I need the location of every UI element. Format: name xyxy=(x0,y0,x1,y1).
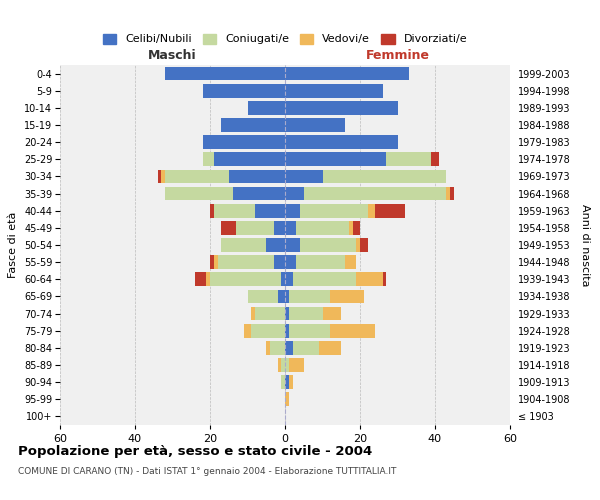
Bar xyxy=(236,221,274,234)
Bar xyxy=(345,256,356,269)
Bar xyxy=(281,272,285,286)
Bar xyxy=(214,152,285,166)
Bar xyxy=(285,204,300,218)
Bar xyxy=(289,324,330,338)
Bar xyxy=(233,186,285,200)
Bar xyxy=(244,324,251,338)
Bar xyxy=(285,152,386,166)
Bar xyxy=(221,118,285,132)
Bar xyxy=(289,290,330,304)
Bar xyxy=(285,118,345,132)
Bar xyxy=(293,272,356,286)
Bar xyxy=(221,238,266,252)
Bar xyxy=(266,238,285,252)
Bar xyxy=(285,238,300,252)
Bar xyxy=(300,238,356,252)
Bar xyxy=(251,324,285,338)
Bar xyxy=(285,324,289,338)
Bar xyxy=(203,136,285,149)
Bar xyxy=(203,152,214,166)
Bar xyxy=(285,376,289,389)
Bar xyxy=(353,221,360,234)
Bar xyxy=(266,341,270,354)
Bar xyxy=(157,170,161,183)
Bar xyxy=(161,170,165,183)
Bar xyxy=(251,306,255,320)
Bar xyxy=(356,272,383,286)
Bar xyxy=(285,101,398,114)
Bar xyxy=(281,358,285,372)
Bar xyxy=(289,306,323,320)
Bar xyxy=(255,306,285,320)
Bar xyxy=(375,204,405,218)
Bar xyxy=(285,186,304,200)
Bar xyxy=(218,256,274,269)
Bar xyxy=(446,186,450,200)
Bar xyxy=(277,358,281,372)
Bar xyxy=(300,204,367,218)
Bar xyxy=(221,221,236,234)
Bar xyxy=(165,66,285,80)
Bar xyxy=(323,306,341,320)
Bar xyxy=(210,256,214,269)
Bar xyxy=(277,290,285,304)
Bar xyxy=(330,324,375,338)
Bar xyxy=(281,376,285,389)
Bar xyxy=(270,341,285,354)
Bar xyxy=(383,272,386,286)
Bar xyxy=(296,221,349,234)
Bar xyxy=(330,290,364,304)
Bar xyxy=(450,186,454,200)
Bar xyxy=(203,84,285,98)
Text: Popolazione per età, sesso e stato civile - 2004: Popolazione per età, sesso e stato civil… xyxy=(18,445,372,458)
Bar xyxy=(386,152,431,166)
Text: Femmine: Femmine xyxy=(365,48,430,62)
Bar xyxy=(248,290,277,304)
Bar xyxy=(319,341,341,354)
Bar xyxy=(285,290,289,304)
Y-axis label: Fasce di età: Fasce di età xyxy=(8,212,19,278)
Bar xyxy=(367,204,375,218)
Bar xyxy=(289,358,304,372)
Bar xyxy=(285,341,293,354)
Bar xyxy=(285,84,383,98)
Text: COMUNE DI CARANO (TN) - Dati ISTAT 1° gennaio 2004 - Elaborazione TUTTITALIA.IT: COMUNE DI CARANO (TN) - Dati ISTAT 1° ge… xyxy=(18,468,397,476)
Bar xyxy=(285,170,323,183)
Bar xyxy=(214,204,255,218)
Bar xyxy=(210,272,281,286)
Bar xyxy=(349,221,353,234)
Bar xyxy=(431,152,439,166)
Bar xyxy=(285,392,289,406)
Bar xyxy=(285,221,296,234)
Bar xyxy=(285,272,293,286)
Bar xyxy=(293,341,319,354)
Bar xyxy=(229,170,285,183)
Bar xyxy=(274,221,285,234)
Bar xyxy=(360,238,367,252)
Bar xyxy=(285,136,398,149)
Bar xyxy=(285,358,289,372)
Bar xyxy=(285,66,409,80)
Bar xyxy=(206,272,210,286)
Bar xyxy=(165,186,233,200)
Bar xyxy=(289,376,293,389)
Text: Maschi: Maschi xyxy=(148,48,197,62)
Bar xyxy=(285,256,296,269)
Bar xyxy=(285,306,289,320)
Bar xyxy=(274,256,285,269)
Bar xyxy=(248,101,285,114)
Bar xyxy=(304,186,446,200)
Bar xyxy=(195,272,206,286)
Bar xyxy=(210,204,214,218)
Bar xyxy=(165,170,229,183)
Legend: Celibi/Nubili, Coniugati/e, Vedovi/e, Divorziati/e: Celibi/Nubili, Coniugati/e, Vedovi/e, Di… xyxy=(98,29,472,49)
Bar xyxy=(323,170,446,183)
Bar xyxy=(255,204,285,218)
Bar xyxy=(296,256,345,269)
Bar xyxy=(214,256,218,269)
Y-axis label: Anni di nascita: Anni di nascita xyxy=(580,204,590,286)
Bar xyxy=(356,238,360,252)
